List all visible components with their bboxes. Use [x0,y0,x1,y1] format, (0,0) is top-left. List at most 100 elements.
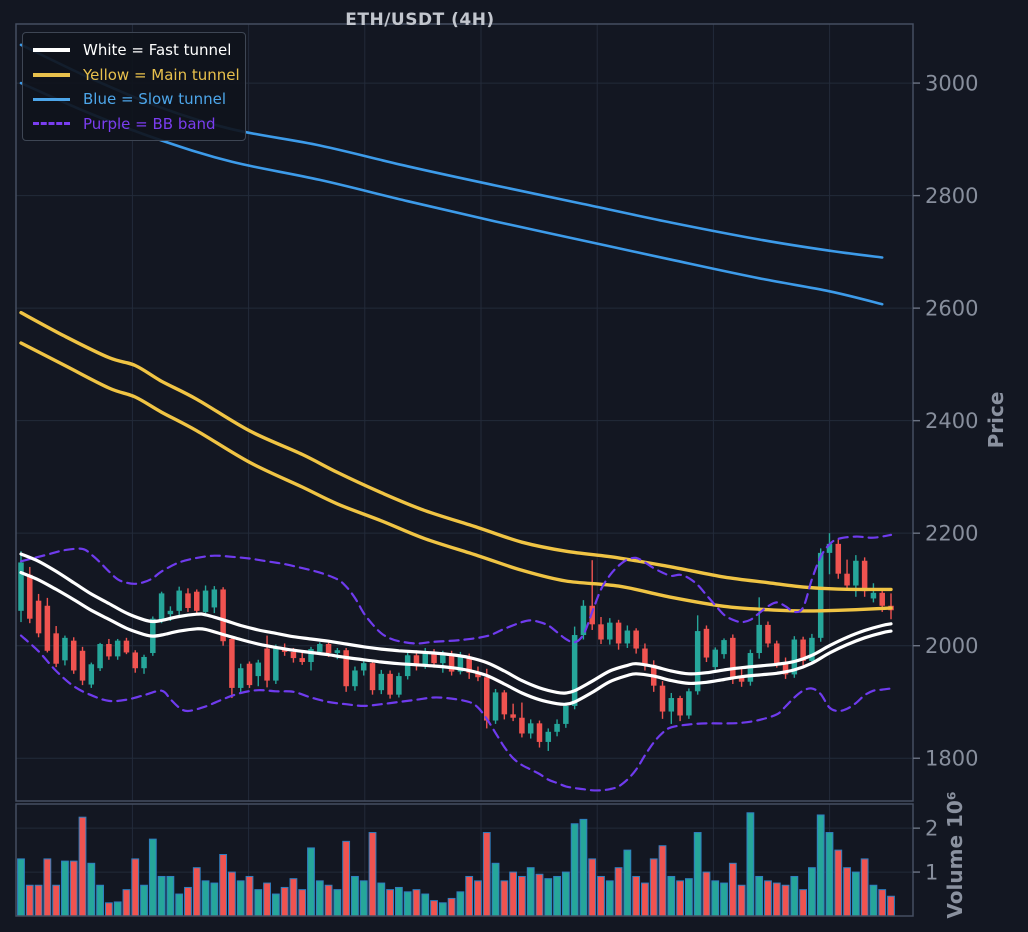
candle [352,666,358,691]
candle-body [571,635,578,706]
candle [554,719,560,737]
volume-bar [834,849,843,917]
candle [387,670,393,699]
candle-body [817,552,824,638]
candle-body [369,663,376,691]
candle [844,559,850,591]
volume-bar [570,823,579,917]
volume-bar [614,867,623,917]
candle [97,642,103,672]
price-tick-label: 2800 [925,184,978,208]
candle [35,593,42,638]
volume-bar [430,900,438,917]
volume-bar [561,871,570,917]
candle [677,695,683,722]
candle [703,625,710,663]
volume-bar [676,880,684,917]
candle [88,662,95,688]
candle-body [158,593,165,620]
candle-body [686,691,692,716]
candle-body [563,705,569,724]
candle [826,533,833,575]
candle [273,644,279,684]
candle [79,646,86,686]
volume-bar [790,875,799,917]
volume-bar [623,849,632,917]
candle [44,597,51,653]
candle [501,690,508,720]
candle-body [879,592,885,606]
slow-tunnel-line-swatch-icon [33,97,70,101]
volume-bar [465,875,474,917]
candle-body [870,592,877,599]
candle-body [237,668,244,688]
candle [106,638,112,660]
chart-legend: White = Fast tunnel Yellow = Main tunnel… [22,32,246,141]
volume-bar [52,884,61,917]
volume-bar [632,875,641,917]
candle-body [809,637,815,661]
volume-bar [711,880,720,917]
volume-bar [851,871,860,917]
candle-body [492,692,499,721]
candle [211,586,218,614]
volume-bar [518,875,526,917]
volume-bar [737,884,746,917]
volume-bar [526,867,535,917]
volume-panel-border [15,803,914,917]
candle-body [431,651,437,664]
volume-bar [772,882,781,917]
candle-body [659,685,666,712]
volume-bar [342,840,351,917]
candle-body [202,590,209,612]
volume-bar [746,812,755,917]
candle [809,633,815,664]
candle-body [62,637,68,661]
candle [299,651,305,665]
volume-bar [148,838,157,917]
candle [510,703,516,722]
volume-bar [377,882,386,917]
overlay-fast-tunnel-lower-line [19,570,893,706]
volume-bar [438,902,447,917]
candle-body [35,600,42,634]
volume-bar [728,862,737,917]
overlay-fast-tunnel-upper-line [19,552,893,695]
candle-body [211,589,218,608]
candle-body [633,630,639,649]
volume-bar [412,889,421,917]
candle-body [396,676,402,695]
candle [765,621,771,648]
candle [800,636,806,666]
candle [194,589,200,615]
volume-bar [271,893,280,917]
volume-bar [799,889,808,917]
candle-body [44,605,51,651]
candle-body [88,664,95,685]
price-tick-label: 1800 [925,747,978,771]
volume-bar [78,816,87,917]
volume-bar [887,895,895,917]
volume-bar [368,832,377,917]
volume-bar [403,891,412,917]
candle [607,618,613,645]
candle-body [527,723,534,734]
candle [712,647,718,672]
candle [492,689,499,724]
candle [870,583,877,603]
volume-bar [43,858,52,917]
volume-bar [649,858,658,917]
candle-body [343,650,349,687]
candle-body [668,698,675,712]
volume-bar [641,882,649,917]
candle-body [484,677,490,721]
candle-body [185,593,191,609]
volume-bar [447,897,456,917]
volume-bar [210,882,219,917]
candle [633,628,639,654]
candle [308,646,314,671]
candle-body [18,562,24,611]
candle [817,548,824,642]
candle-body [448,653,455,672]
